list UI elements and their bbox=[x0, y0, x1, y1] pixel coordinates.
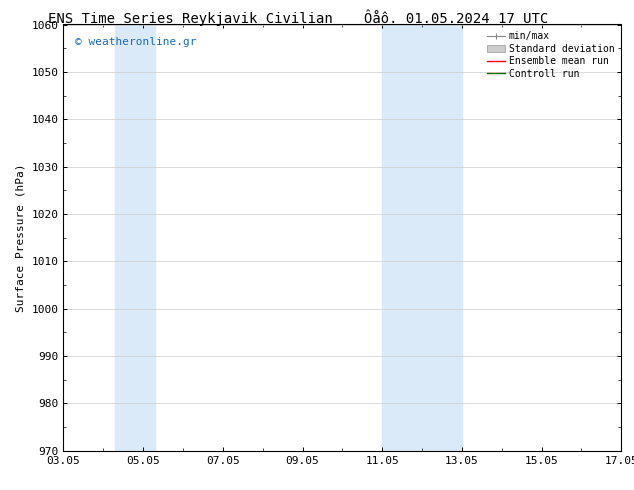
Bar bbox=[422, 24, 462, 451]
Bar bbox=[115, 24, 155, 451]
Y-axis label: Surface Pressure (hPa): Surface Pressure (hPa) bbox=[16, 163, 26, 312]
Text: ENS Time Series Reykjavik Civilian: ENS Time Series Reykjavik Civilian bbox=[48, 12, 333, 26]
Text: © weatheronline.gr: © weatheronline.gr bbox=[75, 37, 196, 48]
Legend: min/max, Standard deviation, Ensemble mean run, Controll run: min/max, Standard deviation, Ensemble me… bbox=[486, 29, 616, 80]
Bar bbox=[382, 24, 422, 451]
Text: Ôåô. 01.05.2024 17 UTC: Ôåô. 01.05.2024 17 UTC bbox=[365, 12, 548, 26]
